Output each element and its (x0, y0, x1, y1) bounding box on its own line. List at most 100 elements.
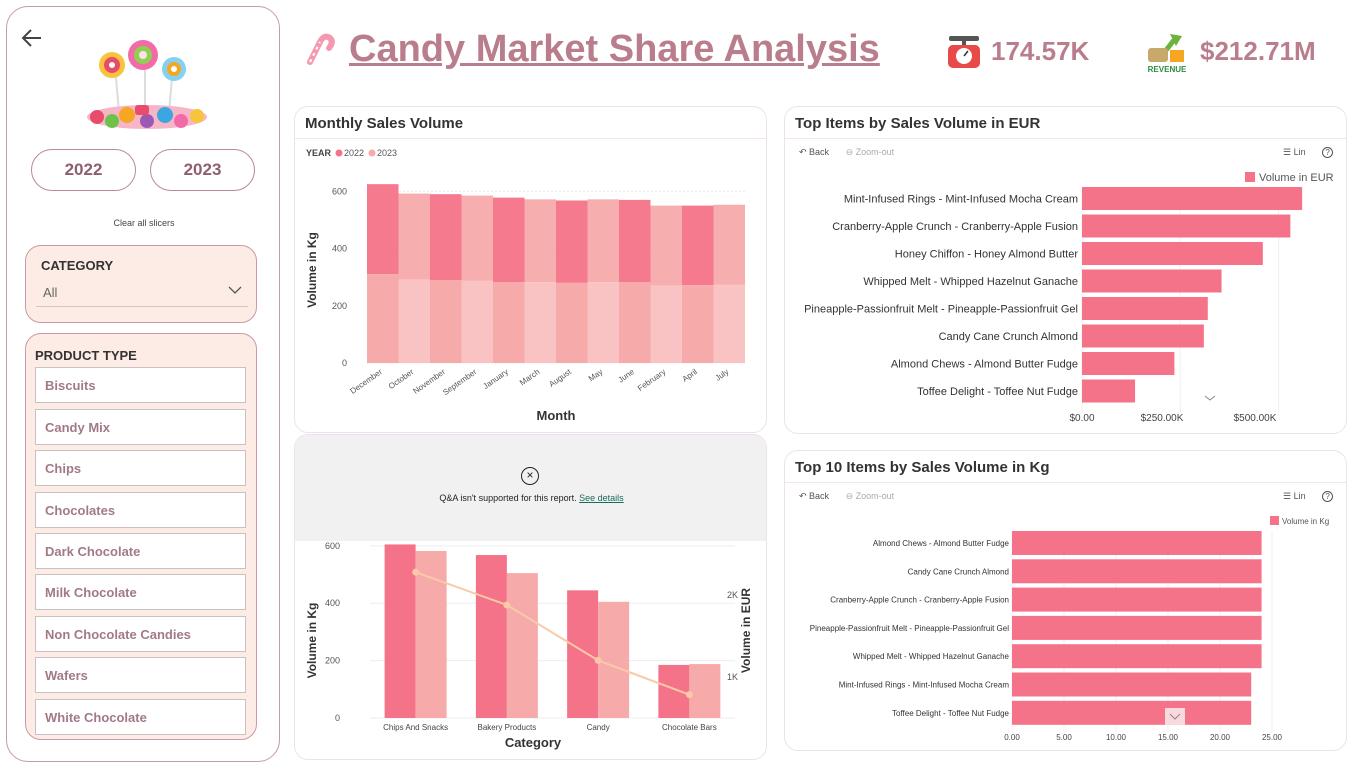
x-tick-label: July (714, 367, 731, 383)
category-dropdown[interactable]: All (36, 279, 248, 307)
back-button[interactable]: ↶ Back (799, 491, 830, 501)
product-type-item[interactable]: Candy Mix (35, 409, 246, 445)
x-tick-label: 15.00 (1158, 733, 1179, 742)
area-segment-2023 (713, 284, 745, 363)
x-tick-label: March (518, 367, 541, 387)
bar-2023 (506, 573, 538, 718)
lin-toggle[interactable]: Lin (1293, 491, 1306, 501)
x-tick-label: $0.00 (1069, 413, 1094, 424)
bar (1012, 559, 1262, 584)
back-label: Back (809, 147, 830, 157)
bar-2023 (689, 664, 721, 718)
area-segment-2022 (619, 199, 651, 283)
kpi-total-volume: 174.57K (991, 36, 1090, 66)
zoom-out-label: Zoom-out (855, 147, 895, 157)
x-axis-title: Category (505, 735, 562, 750)
category-volume-chart: 0 200 400 600 Chips And Snacks Bakery Product… (305, 541, 753, 750)
product-type-item[interactable]: Non Chocolate Candies (35, 616, 246, 652)
x-tick-label: Chocolate Bars (662, 723, 717, 732)
bar (1082, 214, 1291, 238)
filter-sidebar: 2022 2023 Clear all slicers CATEGORY All… (6, 6, 280, 762)
y-tick-label: 0 (342, 358, 347, 368)
chevron-down-icon (1169, 713, 1181, 720)
x-tick-label: 20.00 (1210, 733, 1231, 742)
clear-slicers-button[interactable]: Clear all slicers (113, 218, 175, 228)
back-button[interactable]: ↶ Back (799, 147, 830, 157)
qa-message: Q&A isn't supported for this report. See… (295, 493, 766, 503)
y-tick-label: Almond Chews - Almond Butter Fudge (891, 359, 1078, 371)
top-items-eur-card: Top Items by Sales Volume in EUR ↶ Back … (784, 106, 1347, 434)
bar (1012, 672, 1252, 697)
x-tick-label: April (681, 367, 699, 384)
line-point (685, 691, 693, 699)
x-tick-label: Chips And Snacks (383, 723, 448, 732)
bar-2022 (475, 555, 507, 718)
product-type-item[interactable]: White Chocolate (35, 699, 246, 735)
legend-label: Volume in Kg (1282, 517, 1329, 526)
x-tick-label: January (481, 367, 509, 391)
top-items-kg-card: Top 10 Items by Sales Volume in Kg ↶ Bac… (784, 450, 1347, 751)
revenue-icon: REVENUE (1140, 28, 1194, 74)
candy-cane-icon (300, 28, 336, 66)
x-tick-label: December (349, 367, 385, 396)
lin-toggle[interactable]: Lin (1293, 147, 1306, 157)
product-type-item[interactable]: Chocolates (35, 492, 246, 528)
y-tick-label: Toffee Delight - Toffee Nut Fudge (892, 709, 1010, 718)
product-type-item[interactable]: Milk Chocolate (35, 574, 246, 610)
product-type-item[interactable]: Dark Chocolate (35, 533, 246, 569)
top-items-kg-chart: Volume in Kg Almond Chews - Almond Butter… (810, 516, 1329, 742)
x-tick-label: September (441, 367, 478, 397)
help-icon[interactable]: ? (1322, 147, 1334, 158)
line-point (503, 601, 511, 609)
close-circle-icon[interactable]: × (521, 467, 539, 485)
legend-marker-2023 (368, 149, 376, 157)
list-icon[interactable]: ☰ (1283, 147, 1294, 157)
qa-unsupported-overlay: × Q&A isn't supported for this report. S… (295, 435, 766, 541)
x-tick-label: June (617, 367, 637, 385)
x-tick-label: 5.00 (1056, 733, 1072, 742)
product-type-item[interactable]: Wafers (35, 657, 246, 693)
area-segment-2023 (619, 282, 651, 363)
area-segment-2023 (398, 279, 430, 363)
area-segment-2022 (398, 193, 430, 280)
bar (1012, 587, 1262, 612)
area-segment-2022 (367, 184, 399, 275)
area-segment-2022 (493, 197, 525, 283)
back-arrow-icon[interactable] (19, 25, 45, 51)
bar-2022 (567, 590, 599, 718)
area-segment-2023 (461, 280, 493, 363)
scale-icon (945, 30, 983, 70)
see-details-link[interactable]: See details (579, 493, 624, 503)
zoom-out-button[interactable]: ⊖ Zoom-out (845, 147, 895, 157)
area-segment-2022 (682, 205, 714, 286)
qa-message-text: Q&A isn't supported for this report. (439, 493, 577, 503)
help-icon[interactable]: ? (1322, 491, 1334, 502)
y-axis-title: Volume in Kg (305, 232, 319, 308)
area-segment-2023 (430, 280, 462, 363)
y2-axis-title: Volume in EUR (739, 588, 753, 673)
product-type-item[interactable]: Chips (35, 450, 246, 486)
x-tick-label: Candy (587, 723, 610, 732)
card-title: Top Items by Sales Volume in EUR (795, 115, 1041, 132)
product-type-item[interactable]: Biscuits (35, 367, 246, 403)
revenue-badge-text: REVENUE (1148, 65, 1187, 74)
bar-2022 (384, 544, 416, 718)
list-icon[interactable]: ☰ (1283, 491, 1294, 501)
year-2023-button[interactable]: 2023 (150, 149, 255, 191)
product-type-slicer-title: PRODUCT TYPE (35, 348, 137, 363)
candy-logo-icon (77, 37, 217, 132)
legend-marker-2022 (335, 149, 343, 157)
chevron-down-icon (1204, 395, 1216, 401)
y-tick-label: Pineapple-Passionfruit Melt - Pineapple-… (810, 624, 1009, 633)
y-tick-label: Cranberry-Apple Crunch - Cranberry-Apple… (830, 596, 1009, 605)
y-axis-title: Volume in Kg (305, 603, 319, 679)
page-title: Candy Market Share Analysis (349, 28, 880, 70)
zoom-out-button[interactable]: ⊖ Zoom-out (845, 491, 895, 501)
category-volume-card: 0 200 400 600 Chips And Snacks Bakery Product… (294, 434, 767, 760)
card-title: Monthly Sales Volume (305, 115, 464, 132)
y-tick-label: 600 (332, 186, 347, 196)
y2-tick-label: 2K (727, 590, 738, 600)
y-tick-label: Almond Chews - Almond Butter Fudge (873, 539, 1010, 548)
area-segment-2022 (430, 194, 462, 281)
year-2022-button[interactable]: 2022 (31, 149, 136, 191)
